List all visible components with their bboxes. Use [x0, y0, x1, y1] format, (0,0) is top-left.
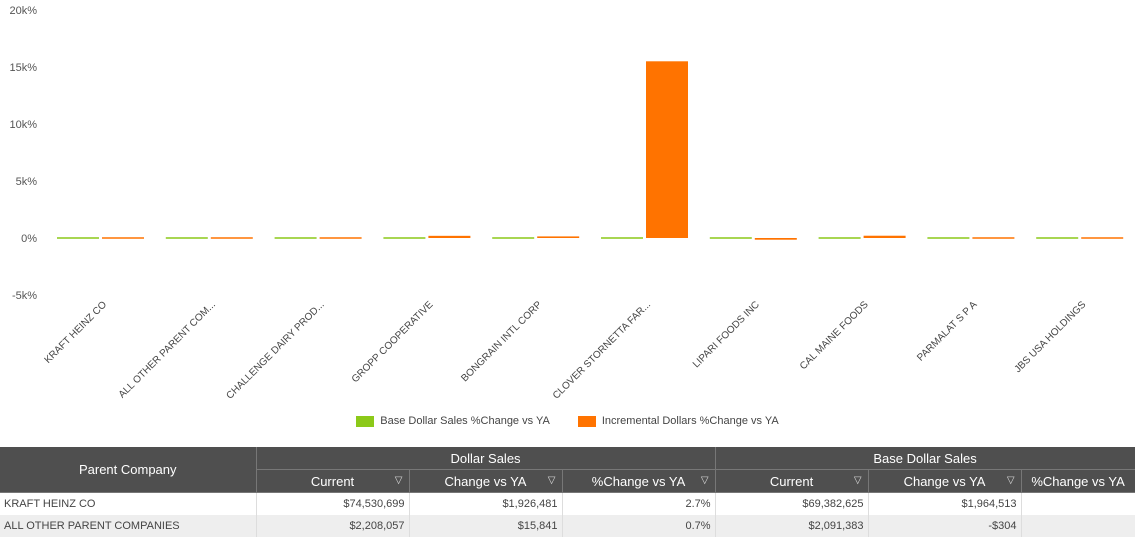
y-tick-label: 0% [21, 233, 37, 245]
cell-value: $1,926,481 [409, 492, 563, 515]
x-category-label: CLOVER STORNETTA FAR... [551, 299, 653, 401]
y-tick-label: -5k% [12, 290, 37, 302]
y-tick-label: 20k% [9, 5, 37, 17]
filter-icon[interactable]: ▽ [547, 475, 556, 486]
cell-value: $1,964,513 [868, 492, 1022, 515]
bar-incremental-dollars[interactable] [863, 235, 906, 238]
subheader-label: %Change vs YA [591, 473, 686, 489]
bar-base-dollar-sales[interactable] [57, 237, 99, 239]
y-tick-label: 10k% [9, 119, 37, 131]
y-tick-label: 15k% [9, 62, 37, 74]
cell-value: $74,530,699 [256, 492, 410, 515]
subheader-ds-pct-change[interactable]: %Change vs YA ▽ [562, 469, 716, 493]
bar-incremental-dollars[interactable] [537, 236, 580, 238]
bar-base-dollar-sales[interactable] [383, 237, 426, 239]
bar-chart: -5k% 0% 5k% 10k% 15k% 20k% KRAFT HEINZ CO ALL O… [0, 5, 1135, 430]
bar-base-dollar-sales[interactable] [165, 237, 208, 239]
x-category-label: CHALLENGE DAIRY PROD... [225, 299, 327, 401]
filter-icon[interactable]: ▽ [1006, 475, 1015, 486]
cell-value: $2,091,383 [715, 515, 869, 537]
chart-canvas: -5k% 0% 5k% 10k% 15k% 20k% KRAFT HEINZ CO ALL O… [9, 5, 1124, 402]
bar-base-dollar-sales[interactable] [601, 237, 643, 239]
subheader-label: %Change vs YA [1031, 473, 1125, 489]
data-table: Parent Company Dollar Sales Base Dollar … [0, 447, 1135, 537]
subheader-ds-change[interactable]: Change vs YA ▽ [409, 469, 563, 493]
x-category-label: GROPP COOPERATIVE [350, 299, 436, 385]
legend-swatch-incremental [577, 415, 596, 427]
cell-value [1021, 492, 1135, 515]
bar-incremental-dollars[interactable] [1081, 237, 1124, 239]
x-category-label: BONGRAIN INTL CORP [459, 299, 544, 384]
subheader-label: Change vs YA [444, 473, 527, 489]
x-category-label: LIPARI FOODS INC [691, 299, 762, 370]
filter-icon[interactable]: ▽ [853, 475, 862, 486]
cell-company: KRAFT HEINZ CO [0, 492, 257, 515]
bar-base-dollar-sales[interactable] [709, 237, 752, 239]
bar-incremental-dollars[interactable] [210, 237, 253, 239]
x-category-label: ALL OTHER PARENT COM... [117, 299, 218, 400]
bar-incremental-dollars[interactable] [972, 237, 1015, 239]
cell-value: 0.7% [562, 515, 716, 537]
x-category-label: CAL MAINE FOODS [798, 299, 871, 372]
legend-swatch-base [356, 415, 375, 427]
cell-value [1021, 515, 1135, 537]
bar-base-dollar-sales[interactable] [1036, 237, 1079, 239]
cell-value: -$304 [868, 515, 1022, 537]
subheader-bds-pct-change[interactable]: %Change vs YA [1021, 469, 1135, 493]
cell-company: ALL OTHER PARENT COMPANIES [0, 515, 257, 537]
x-category-label: PARMALAT S P A [915, 299, 979, 363]
filter-icon[interactable]: ▽ [700, 475, 709, 486]
bar-base-dollar-sales[interactable] [274, 237, 317, 239]
legend-item-base[interactable]: Base Dollar Sales %Change vs YA [356, 415, 550, 427]
header-parent-company[interactable]: Parent Company [0, 447, 257, 493]
cell-value: $2,208,057 [256, 515, 410, 537]
subheader-bds-current[interactable]: Current ▽ [715, 469, 869, 493]
bar-incremental-dollars[interactable] [428, 235, 471, 238]
bar-incremental-dollars[interactable] [102, 237, 144, 239]
legend-label-incremental: Incremental Dollars %Change vs YA [601, 415, 779, 427]
cell-value: 2.7% [562, 492, 716, 515]
cell-value: $15,841 [409, 515, 563, 537]
table-row[interactable]: ALL OTHER PARENT COMPANIES $2,208,057 $1… [0, 515, 1135, 537]
x-category-label: KRAFT HEINZ CO [43, 299, 110, 366]
chart-legend: Base Dollar Sales %Change vs YA Incremen… [0, 412, 1135, 430]
subheader-ds-current[interactable]: Current ▽ [256, 469, 410, 493]
bar-incremental-dollars[interactable] [319, 237, 362, 239]
header-dollar-sales[interactable]: Dollar Sales [256, 447, 716, 470]
table-row[interactable]: KRAFT HEINZ CO $74,530,699 $1,926,481 2.… [0, 492, 1135, 515]
legend-label-base: Base Dollar Sales %Change vs YA [380, 415, 550, 427]
bar-base-dollar-sales[interactable] [818, 237, 861, 239]
subheader-label: Current [769, 473, 814, 489]
legend-item-incremental[interactable]: Incremental Dollars %Change vs YA [577, 415, 779, 427]
filter-icon[interactable]: ▽ [394, 475, 403, 486]
subheader-label: Current [310, 473, 355, 489]
bar-base-dollar-sales[interactable] [927, 237, 970, 239]
bar-incremental-dollars[interactable] [754, 238, 797, 240]
subheader-bds-change[interactable]: Change vs YA ▽ [868, 469, 1022, 493]
bar-incremental-dollars[interactable] [646, 61, 688, 238]
subheader-label: Change vs YA [903, 473, 986, 489]
x-category-label: JBS USA HOLDINGS [1013, 299, 1089, 375]
y-tick-label: 5k% [16, 176, 38, 188]
header-base-dollar-sales[interactable]: Base Dollar Sales [715, 447, 1135, 470]
bar-base-dollar-sales[interactable] [492, 237, 535, 239]
cell-value: $69,382,625 [715, 492, 869, 515]
